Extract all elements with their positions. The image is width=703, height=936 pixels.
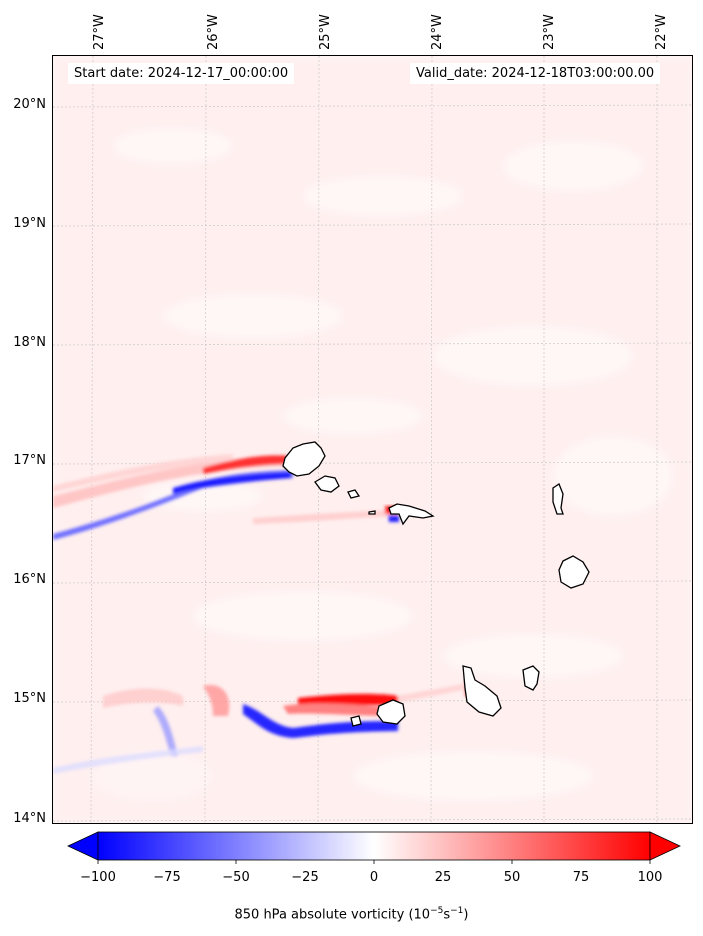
colorbar-tick-0: 0 bbox=[369, 870, 379, 885]
vorticity-map bbox=[53, 56, 692, 823]
lon-label-24w: 24°W bbox=[430, 14, 445, 50]
lon-label-25w: 25°W bbox=[318, 14, 333, 50]
colorbar bbox=[67, 831, 681, 864]
island-santiago bbox=[462, 665, 502, 717]
island-santo-antao bbox=[282, 441, 326, 477]
lat-label-14n: 14°N bbox=[13, 811, 46, 826]
map-plot bbox=[52, 55, 693, 824]
colorbar-tick-75: 75 bbox=[572, 870, 590, 885]
colorbar-min-extend bbox=[67, 831, 99, 861]
colorbar-tick-m75: −75 bbox=[153, 870, 181, 885]
lon-label-26w: 26°W bbox=[206, 14, 221, 50]
colorbar-tick-25: 25 bbox=[434, 870, 452, 885]
lat-label-16n: 16°N bbox=[13, 572, 46, 587]
island-sao-vicente bbox=[314, 475, 340, 493]
colorbar-tick-50: 50 bbox=[503, 870, 521, 885]
lat-label-20n: 20°N bbox=[13, 97, 46, 112]
graticule bbox=[53, 56, 692, 823]
colorbar-tick-m50: −50 bbox=[222, 870, 250, 885]
island-santa-luzia bbox=[347, 489, 361, 499]
island-maio bbox=[522, 665, 540, 691]
island-boa-vista bbox=[558, 555, 590, 589]
lat-label-18n: 18°N bbox=[13, 335, 46, 350]
lon-label-22w: 22°W bbox=[654, 14, 669, 50]
valid-date-label: Valid_date: 2024-12-18T03:00:00.00 bbox=[410, 63, 661, 84]
colorbar-gradient bbox=[97, 831, 651, 861]
lat-label-15n: 15°N bbox=[13, 691, 46, 706]
island-outlines bbox=[282, 441, 590, 727]
island-brava bbox=[350, 715, 362, 727]
colorbar-tick-100: 100 bbox=[637, 870, 663, 885]
colorbar-tick-m100: −100 bbox=[80, 870, 116, 885]
island-sal bbox=[552, 483, 564, 515]
northern-vortex-street bbox=[53, 454, 293, 540]
lat-label-17n: 17°N bbox=[13, 453, 46, 468]
colorbar-max-extend bbox=[649, 831, 681, 861]
island-fogo bbox=[376, 699, 406, 725]
island-sao-nicolau bbox=[368, 503, 435, 526]
colorbar-label: 850 hPa absolute vorticity (10−5s−1) bbox=[234, 906, 469, 923]
southern-vortex-street bbox=[53, 681, 471, 774]
lat-label-19n: 19°N bbox=[13, 216, 46, 231]
lon-label-23w: 23°W bbox=[542, 14, 557, 50]
start-date-label: Start date: 2024-12-17_00:00:00 bbox=[68, 63, 295, 84]
lon-label-27w: 27°W bbox=[92, 14, 107, 50]
colorbar-tick-m25: −25 bbox=[291, 870, 319, 885]
